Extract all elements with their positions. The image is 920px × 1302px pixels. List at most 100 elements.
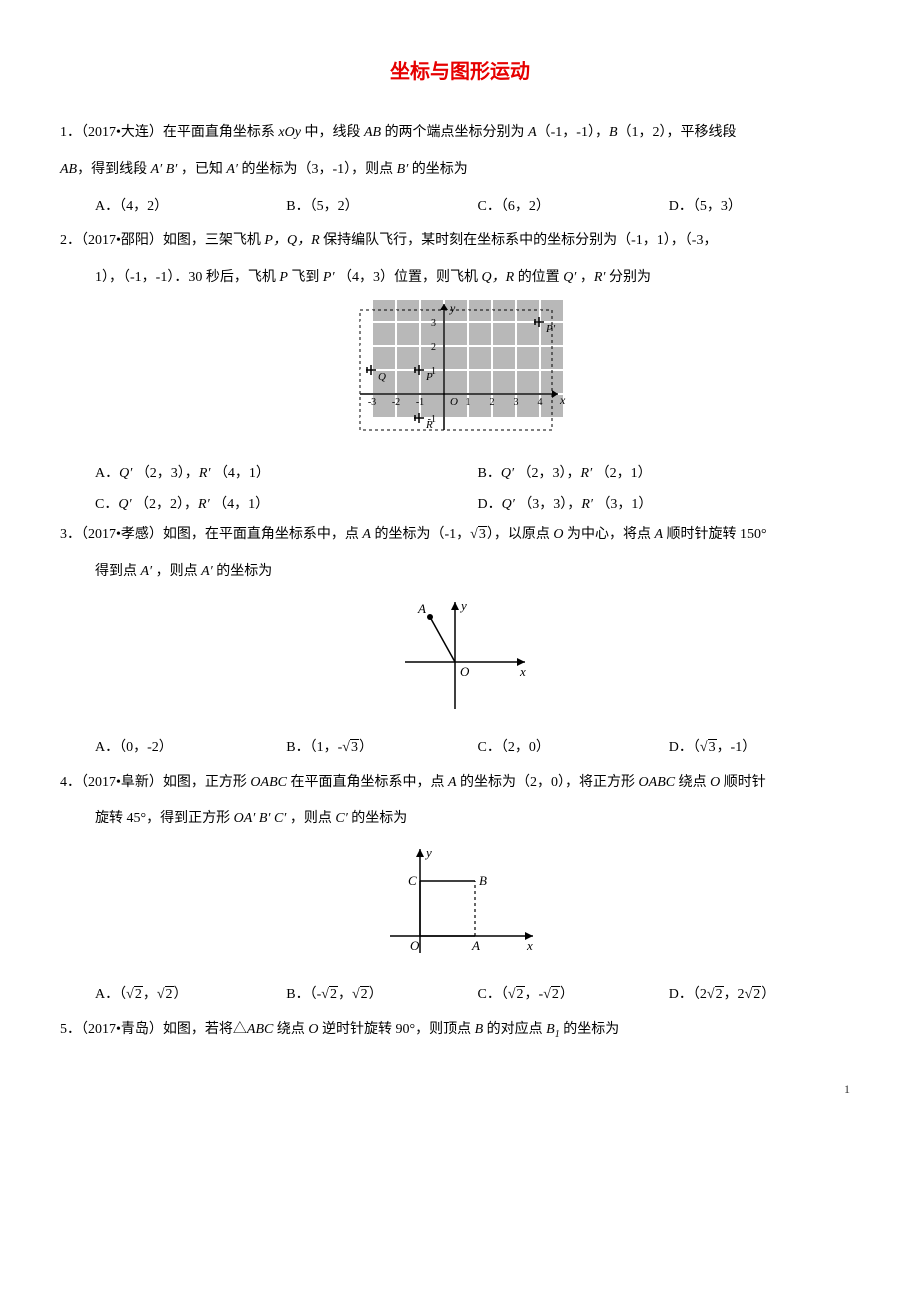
svg-text:C: C <box>408 873 417 888</box>
t: （4，1） <box>214 466 270 481</box>
question-4-line2: 旋转 45°，得到正方形 OA′ B′ C′ ，则点 C′ 的坐标为 <box>60 804 860 835</box>
t: 得到点 <box>95 564 141 579</box>
t: 保持编队飞行，某时刻在坐标系中的坐标分别为（-1，1），（-3， <box>320 233 718 248</box>
var: B <box>609 125 618 140</box>
t: （4，1） <box>213 497 269 512</box>
svg-text:4: 4 <box>538 397 543 408</box>
question-1: 1．（2017•大连）在平面直角坐标系 xOy 中，线段 AB 的两个端点坐标分… <box>60 118 860 149</box>
opt-d: D．（2√2，2√2） <box>669 980 860 1011</box>
question-3: 3．（2017•孝感）如图，在平面直角坐标系中，点 A 的坐标为（-1，√3），… <box>60 520 860 551</box>
t: 1），（-1，-1）．30 秒后，飞机 <box>95 270 279 285</box>
q2-options: A．Q′ （2，3），R′ （4，1） B．Q′ （2，3），R′ （2，1） … <box>60 459 860 521</box>
question-1-line2: AB，得到线段 A′ B′ ，已知 A′ 的坐标为（3，-1），则点 B′ 的坐… <box>60 155 860 186</box>
t: 在平面直角坐标系中，点 <box>287 775 448 790</box>
svg-text:A: A <box>471 938 480 953</box>
svg-text:O: O <box>410 938 420 953</box>
opt-a: A．（√2，√2） <box>95 980 286 1011</box>
t: （2，2）， <box>135 497 198 512</box>
t: ，-1） <box>717 740 757 755</box>
q-src: （2017•大连） <box>81 125 163 140</box>
var: R′ <box>581 466 596 481</box>
t: 如图，若将△ <box>163 1022 247 1037</box>
t: ），以原点 <box>487 527 554 542</box>
t: ） <box>761 987 775 1002</box>
sqrt-val: 2 <box>516 986 525 1002</box>
question-3-line2: 得到点 A′ ，则点 A′ 的坐标为 <box>60 557 860 588</box>
var: Q′ <box>563 270 580 285</box>
t: （3，3）， <box>518 497 581 512</box>
svg-text:O: O <box>460 664 470 679</box>
svg-text:R: R <box>425 419 433 431</box>
opt-a: A．（4，2） <box>95 192 286 223</box>
var: AB <box>60 162 77 177</box>
var: Q，R <box>482 270 515 285</box>
var: A <box>448 775 457 790</box>
sqrt-icon: √2 <box>508 986 525 1002</box>
svg-text:-3: -3 <box>368 397 376 408</box>
var: OABC <box>250 775 287 790</box>
t: （2，3）， <box>518 466 581 481</box>
q3-options: A．（0，-2） B．（1，-√3） C．（2，0） D．（√3，-1） <box>60 733 860 764</box>
opt-d: D．（5，3） <box>669 192 860 223</box>
coordinate-grid-chart: -3-2-11234123-1OxyQPRP′ <box>350 300 570 440</box>
var: P′ <box>323 270 338 285</box>
t: 顺时针 <box>720 775 766 790</box>
var: P <box>279 270 288 285</box>
q-num: 5． <box>60 1022 81 1037</box>
var: xOy <box>278 125 301 140</box>
opt-c: C．Q′ （2，2），R′ （4，1） <box>95 490 478 521</box>
opt-d: D．（√3，-1） <box>669 733 860 764</box>
q-src: （2017•阜新） <box>81 775 163 790</box>
var: A <box>362 527 371 542</box>
t: ） <box>174 987 188 1002</box>
opt-c: C．（2，0） <box>478 733 669 764</box>
sqrt-icon: √2 <box>352 986 369 1002</box>
var: A <box>528 125 537 140</box>
var: Q′ <box>502 497 519 512</box>
t: （3，1） <box>596 497 652 512</box>
q4-figure: OABCxy <box>60 841 860 974</box>
sqrt-val: 2 <box>165 986 174 1002</box>
sqrt-val: 3 <box>708 739 717 755</box>
svg-text:1: 1 <box>466 397 471 408</box>
var: Q′ <box>118 497 135 512</box>
t: 如图，正方形 <box>163 775 251 790</box>
opt-b: B．（1，-√3） <box>286 733 477 764</box>
sqrt-val: 3 <box>350 739 359 755</box>
sqrt-icon: √2 <box>321 986 338 1002</box>
opt-b: B．（-√2，√2） <box>286 980 477 1011</box>
t: （-1，-1）， <box>537 125 609 140</box>
t: 顺时针旋转 150° <box>663 527 767 542</box>
t: 的坐标为（3，-1），则点 <box>241 162 396 177</box>
t: ， <box>580 270 594 285</box>
var: O <box>308 1022 318 1037</box>
var: ABC <box>247 1022 273 1037</box>
t: ） <box>359 740 373 755</box>
t: D．（ <box>669 740 700 755</box>
t: 旋转 45°，得到正方形 <box>95 811 234 826</box>
q-num: 1． <box>60 125 81 140</box>
opt-c: C．（6，2） <box>478 192 669 223</box>
svg-text:3: 3 <box>431 318 436 329</box>
svg-text:-1: -1 <box>416 397 424 408</box>
var: O <box>553 527 563 542</box>
q2-figure: -3-2-11234123-1OxyQPRP′ <box>60 300 860 453</box>
q-num: 4． <box>60 775 81 790</box>
svg-text:O: O <box>450 396 458 408</box>
q3-figure: AOxy <box>60 594 860 727</box>
t: ，则点 <box>290 811 336 826</box>
t: ） <box>560 987 574 1002</box>
t: 中，线段 <box>301 125 364 140</box>
t: 的坐标为（-1， <box>371 527 470 542</box>
svg-text:2: 2 <box>490 397 495 408</box>
axes-chart: AOxy <box>385 594 535 714</box>
var: R′ <box>198 497 213 512</box>
sqrt-icon: √2 <box>745 986 762 1002</box>
q-num: 3． <box>60 527 81 542</box>
opt-b: B．Q′ （2，3），R′ （2，1） <box>478 459 861 490</box>
t: 在平面直角坐标系 <box>163 125 279 140</box>
t: 飞到 <box>288 270 323 285</box>
var: OABC <box>639 775 676 790</box>
t: ） <box>369 987 383 1002</box>
sqrt-icon: √2 <box>707 986 724 1002</box>
